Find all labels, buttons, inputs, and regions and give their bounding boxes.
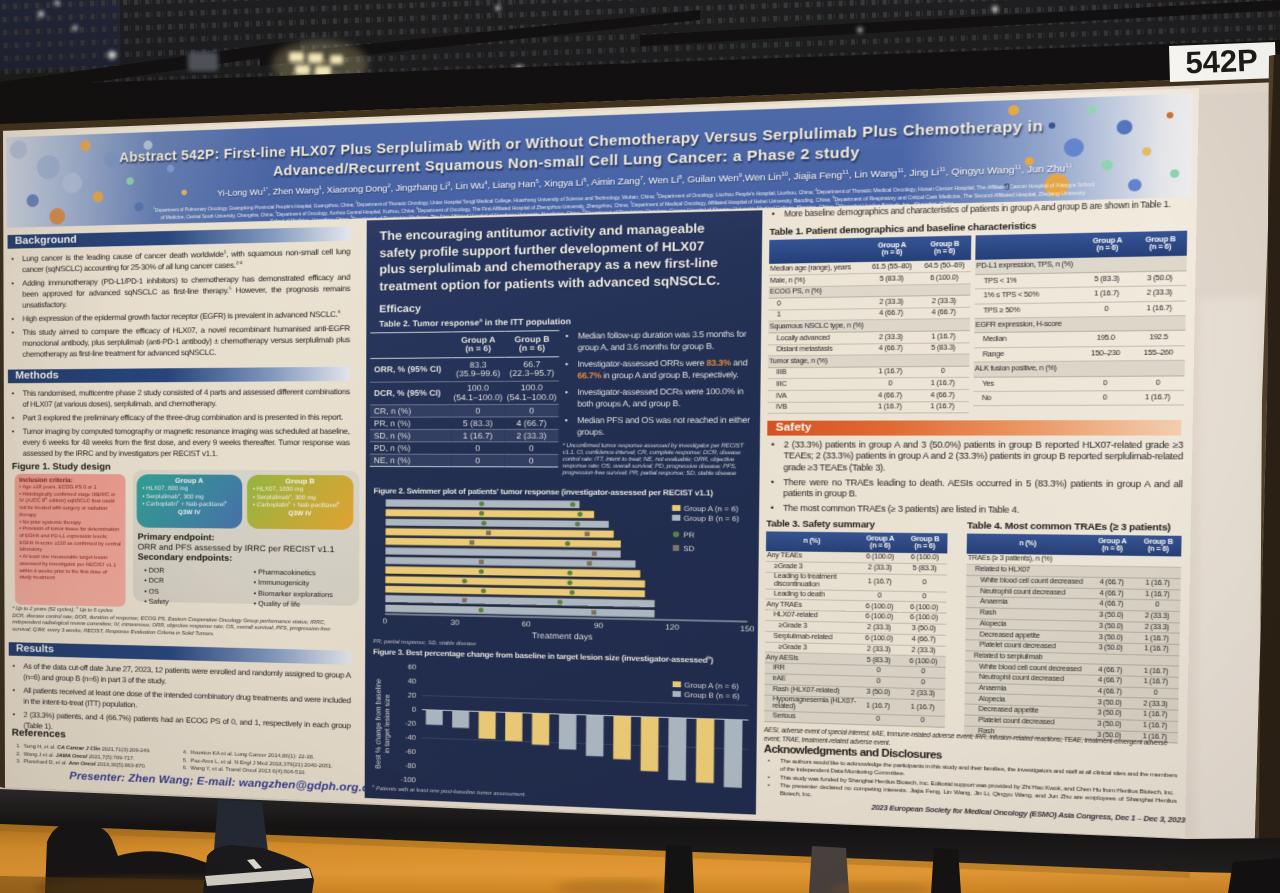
- svg-text:30: 30: [450, 618, 459, 628]
- svg-text:-80: -80: [405, 763, 416, 771]
- svg-text:0: 0: [383, 616, 387, 625]
- svg-text:-40: -40: [405, 734, 416, 742]
- svg-text:60: 60: [408, 664, 417, 671]
- svg-text:SD: SD: [683, 546, 694, 554]
- svg-text:120: 120: [665, 622, 679, 632]
- svg-text:Group B (n = 6): Group B (n = 6): [684, 515, 740, 523]
- svg-text:Treatment days: Treatment days: [532, 631, 593, 642]
- svg-text:PR: PR: [683, 532, 694, 540]
- svg-text:Group A (n = 6): Group A (n = 6): [684, 506, 739, 514]
- svg-text:-100: -100: [401, 777, 416, 785]
- svg-text:60: 60: [522, 619, 531, 629]
- svg-text:40: 40: [408, 678, 417, 685]
- svg-text:0: 0: [412, 706, 416, 713]
- svg-text:-20: -20: [405, 720, 416, 728]
- svg-text:542P: 542P: [1185, 43, 1259, 81]
- svg-text:-60: -60: [405, 749, 416, 757]
- svg-text:Group A (n = 6): Group A (n = 6): [684, 682, 739, 691]
- svg-text:90: 90: [594, 621, 603, 631]
- svg-text:150: 150: [740, 624, 754, 634]
- svg-text:Best % change from baseline: Best % change from baseline: [375, 678, 383, 768]
- svg-text:in target lesion size: in target lesion size: [384, 694, 392, 754]
- svg-text:20: 20: [408, 692, 417, 699]
- svg-text:Group B (n = 6): Group B (n = 6): [684, 692, 740, 701]
